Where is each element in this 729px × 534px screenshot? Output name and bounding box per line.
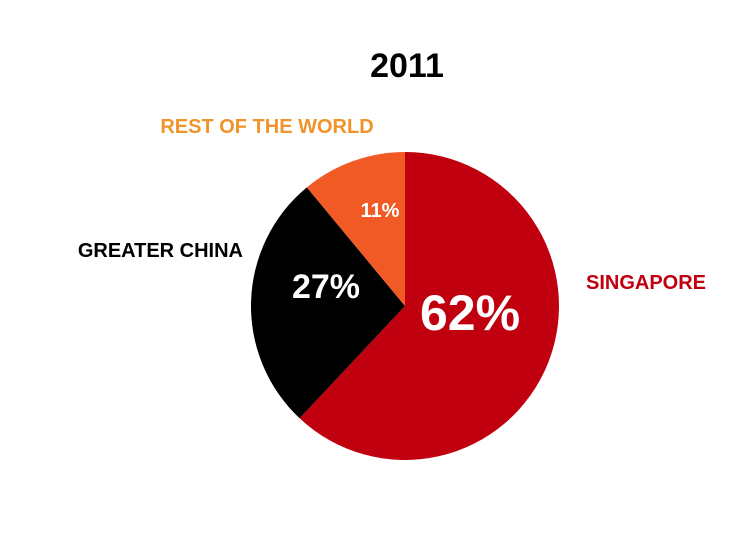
category-label-singapore: SINGAPORE [586, 272, 706, 294]
pie-category-labels: SINGAPORE GREATER CHINA REST OF THE WORLD [78, 116, 706, 294]
value-label-rest-of-the-world: 11% [361, 200, 400, 222]
pie-value-labels: 62% 27% 11% [292, 200, 520, 341]
pie-slice-singapore [299, 152, 559, 460]
pie-slice-greater-china [250, 187, 405, 419]
value-label-singapore: 62% [420, 285, 520, 341]
category-label-greater-china: GREATER CHINA [78, 240, 243, 262]
chart-title: 2011 [370, 47, 444, 85]
value-label-greater-china: 27% [292, 268, 360, 306]
category-label-rest-of-the-world: REST OF THE WORLD [160, 116, 373, 138]
pie-slices [250, 152, 559, 460]
pie-slice-rest-of-the-world [306, 152, 405, 306]
